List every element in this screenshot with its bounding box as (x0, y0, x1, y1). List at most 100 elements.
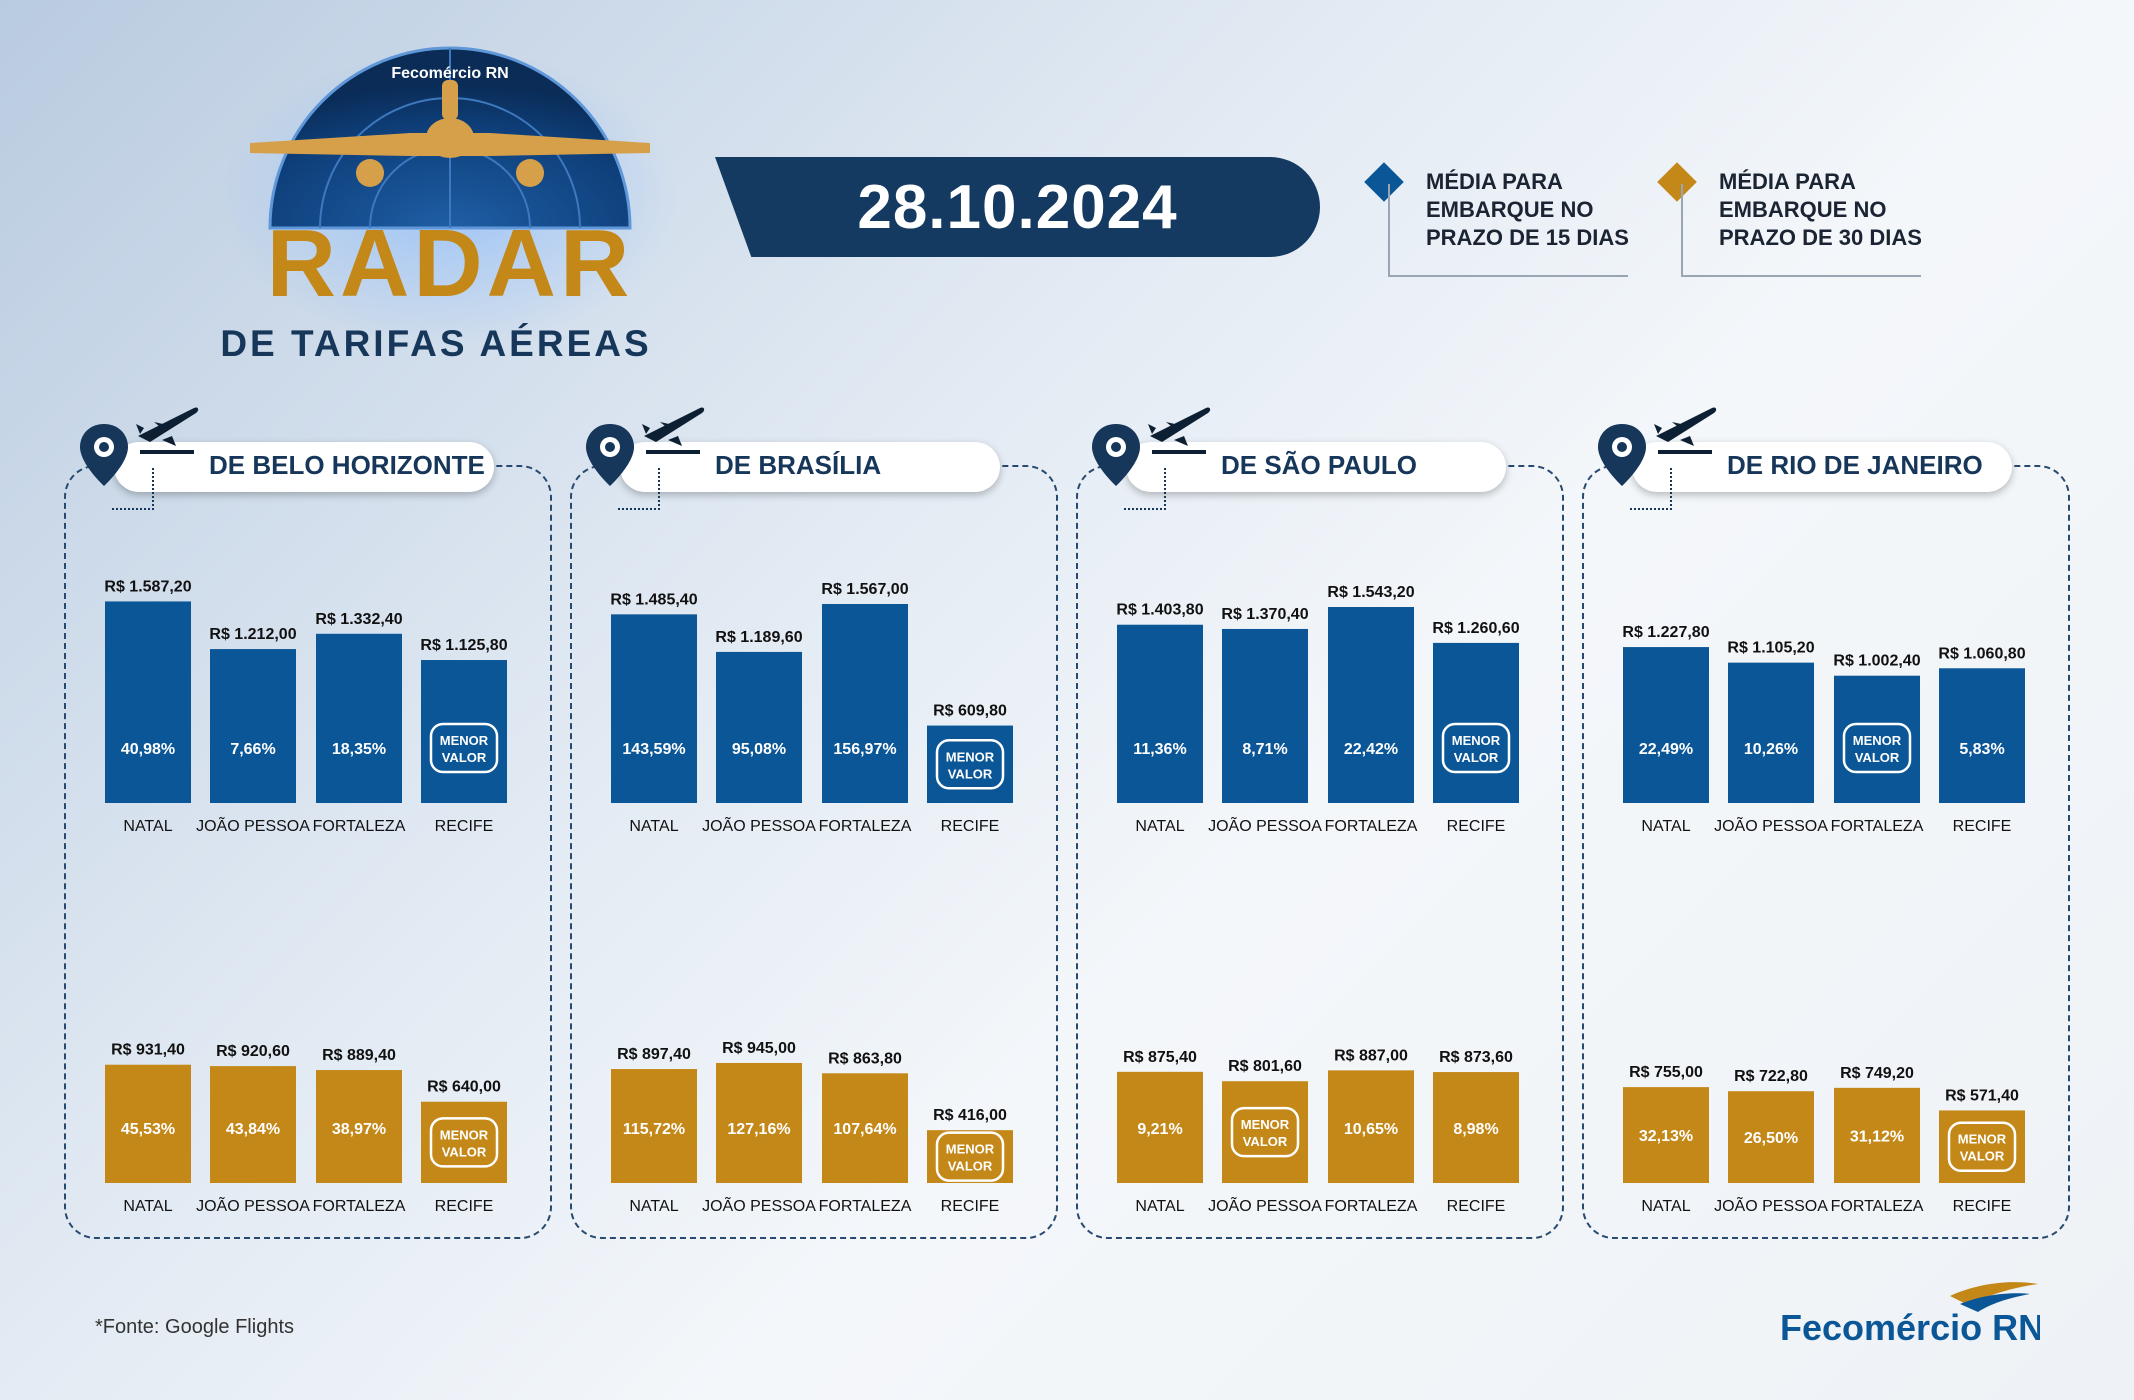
percent-label: 18,35% (332, 741, 386, 758)
value-label: R$ 1.543,20 (1327, 584, 1414, 601)
airplane-icon (1148, 407, 1211, 454)
percent-label: 10,65% (1344, 1121, 1398, 1138)
bar (1328, 1070, 1414, 1183)
percent-label: 156,97% (833, 741, 896, 758)
map-pin-icon (1598, 424, 1646, 486)
value-label: R$ 1.332,40 (315, 611, 402, 628)
fecomercio-logo: Fecomércio RN (1780, 1282, 2040, 1348)
value-label: R$ 1.567,00 (821, 581, 908, 598)
chart-15-days: R$ 1.227,80 NATAL 22,49% R$ 1.105,20 JOÃO PE… (1622, 624, 2025, 835)
radar-logo: Fecomércio RN RADAR DE TARIFAS AÉREAS (220, 46, 680, 364)
category-label: RECIFE (1447, 1198, 1506, 1215)
value-label: R$ 1.189,60 (715, 629, 802, 646)
percent-label: 5,83% (1959, 741, 2004, 758)
chart-15-days: R$ 1.403,80 NATAL 11,36% R$ 1.370,40 JOÃO PE… (1116, 584, 1519, 835)
bar (316, 1070, 402, 1183)
percent-label: 43,84% (226, 1121, 280, 1138)
value-label: R$ 1.060,80 (1938, 645, 2025, 662)
bar (1728, 1091, 1814, 1183)
badge-text: VALOR (442, 1144, 487, 1159)
menor-valor-badge (935, 739, 1005, 790)
panel-title: DE SÃO PAULO (1221, 450, 1417, 480)
airplane-icon (136, 407, 199, 454)
chart-15-days: R$ 1.485,40 NATAL 143,59% R$ 1.189,60 JOÃO P… (610, 581, 1013, 835)
dotted-connector (618, 468, 660, 510)
bar (611, 614, 697, 803)
value-label: R$ 931,40 (111, 1042, 185, 1059)
blue-diamond-icon (1364, 162, 1404, 202)
chart-15-days: R$ 1.587,20 NATAL 40,98% R$ 1.212,00 JOÃO PE… (104, 578, 507, 835)
category-label: NATAL (1641, 1198, 1690, 1215)
bar (716, 1062, 802, 1183)
category-label: FORTALEZA (1325, 818, 1418, 835)
source-note: *Fonte: Google Flights (95, 1316, 294, 1338)
value-label: R$ 1.485,40 (610, 591, 697, 608)
value-label: R$ 640,00 (427, 1079, 501, 1096)
bar (316, 633, 402, 803)
category-label: FORTALEZA (313, 818, 406, 835)
legend-label: MÉDIA PARA EMBARQUE NO PRAZO DE 30 DIAS (1719, 169, 1922, 250)
category-label: JOÃO PESSOA (1208, 1195, 1322, 1215)
footer-brand: Fecomércio RN (1780, 1307, 2040, 1348)
percent-label: 32,13% (1639, 1128, 1693, 1145)
category-label: FORTALEZA (819, 1198, 912, 1215)
percent-label: 8,71% (1242, 741, 1287, 758)
badge-text: VALOR (1855, 750, 1900, 765)
bar (1117, 1071, 1203, 1183)
bar (1728, 662, 1814, 803)
bar (1623, 647, 1709, 803)
chart-30-days: R$ 875,40 NATAL 9,21% R$ 801,60 JOÃO PESSOA M… (1117, 1047, 1519, 1215)
percent-label: 31,12% (1850, 1128, 1904, 1145)
badge-text: MENOR (1241, 1117, 1290, 1132)
category-label: NATAL (1135, 1198, 1184, 1215)
map-pin-icon (1092, 424, 1140, 486)
category-label: NATAL (629, 1198, 678, 1215)
map-pin-icon (80, 424, 128, 486)
category-label: RECIFE (941, 1198, 1000, 1215)
bar (1222, 628, 1308, 803)
bar (1328, 607, 1414, 803)
menor-valor-badge (1842, 722, 1912, 774)
bar (1939, 668, 2025, 803)
bar (822, 1073, 908, 1183)
percent-label: 9,21% (1137, 1121, 1182, 1138)
bar (927, 1130, 1013, 1183)
percent-label: 143,59% (622, 741, 685, 758)
panel-chart-area: R$ 1.403,80 NATAL 11,36% R$ 1.370,40 JOÃO PE… (1116, 584, 1519, 1215)
bar (927, 725, 1013, 803)
category-label: JOÃO PESSOA (702, 815, 816, 835)
percent-label: 22,49% (1639, 741, 1693, 758)
value-label: R$ 749,20 (1840, 1065, 1914, 1082)
category-label: JOÃO PESSOA (702, 1195, 816, 1215)
value-label: R$ 1.587,20 (104, 578, 191, 595)
value-label: R$ 722,80 (1734, 1068, 1808, 1085)
panel-title: DE BRASÍLIA (715, 450, 882, 480)
logo-brand-text: Fecomércio RN (391, 65, 508, 82)
percent-label: 10,26% (1744, 741, 1798, 758)
badge-text: MENOR (946, 749, 995, 764)
percent-label: 45,53% (121, 1121, 175, 1138)
value-label: R$ 1.125,80 (420, 637, 507, 654)
percent-label: 40,98% (121, 741, 175, 758)
bar (210, 649, 296, 803)
bar (822, 603, 908, 803)
badge-text: VALOR (442, 750, 487, 765)
percent-label: 8,98% (1453, 1121, 1498, 1138)
value-label: R$ 920,60 (216, 1043, 290, 1060)
percent-label: 26,50% (1744, 1130, 1798, 1147)
menor-valor-badge (1441, 722, 1511, 774)
category-label: FORTALEZA (313, 1198, 406, 1215)
report-date: 28.10.2024 (857, 172, 1178, 242)
bar (210, 1066, 296, 1183)
legend-label: MÉDIA PARA EMBARQUE NO PRAZO DE 15 DIAS (1426, 169, 1629, 250)
airplane-icon (1654, 407, 1717, 454)
value-label: R$ 1.212,00 (209, 626, 296, 643)
logo-radar-word: RADAR (267, 210, 634, 317)
panel-sao-paulo: DE SÃO PAULO R$ 1.403,80 NATAL 11,36% R$ 1.… (1076, 407, 1566, 1240)
dotted-connector (1630, 468, 1672, 510)
legend-line (1388, 184, 1390, 276)
value-label: R$ 887,00 (1334, 1047, 1408, 1064)
menor-valor-badge (1947, 1121, 2017, 1172)
panel-title: DE RIO DE JANEIRO (1727, 450, 1983, 480)
value-label: R$ 873,60 (1439, 1049, 1513, 1066)
